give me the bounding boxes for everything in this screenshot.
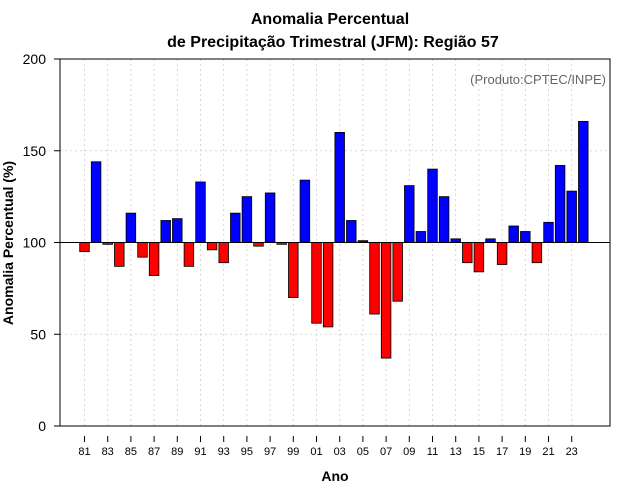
bar-22 (554, 165, 566, 243)
bar-95 (241, 196, 253, 243)
x-tick-label: 81 (78, 446, 90, 458)
bar-03 (334, 131, 345, 243)
x-tick-label: 99 (287, 446, 299, 458)
bar-88 (160, 220, 171, 243)
x-tick-label: 87 (148, 446, 160, 458)
x-tick-label: 91 (194, 446, 206, 458)
x-tick-label: 85 (125, 446, 137, 458)
bar-94 (230, 212, 241, 243)
bar-02 (322, 242, 334, 328)
bar-01 (311, 242, 322, 324)
x-tick-label: 09 (403, 446, 415, 458)
bar-12 (438, 196, 450, 243)
x-tick-label: 95 (241, 446, 253, 458)
bar-97 (264, 192, 276, 243)
bar-96 (253, 242, 264, 247)
bar-19 (520, 231, 531, 243)
x-tick-label: 05 (357, 446, 369, 458)
bar-13 (450, 238, 461, 243)
y-axis-title: Anomalia Percentual (%) (0, 161, 16, 325)
chart-title-line2: de Precipitação Trimestral (JFM): Região… (167, 34, 499, 51)
bar-15 (473, 242, 485, 273)
y-tick-label: 150 (23, 143, 47, 159)
bar-14 (462, 242, 473, 264)
x-axis-title: Ano (321, 468, 348, 484)
credit-text: (Produto:CPTEC/INPE) (470, 72, 606, 87)
bar-21 (543, 221, 554, 243)
bar-93 (218, 242, 229, 264)
x-tick-label: 19 (519, 446, 531, 458)
x-tick-label: 13 (450, 446, 462, 458)
y-tick-label: 200 (23, 51, 47, 67)
bar-82 (90, 161, 102, 243)
bar-24 (578, 120, 589, 243)
x-tick-label: 21 (542, 446, 554, 458)
bar-90 (183, 242, 195, 267)
x-tick-label: 89 (171, 446, 183, 458)
bar-04 (346, 220, 357, 243)
bar-91 (195, 181, 206, 243)
bar-18 (508, 225, 519, 243)
x-tick-label: 01 (310, 446, 322, 458)
y-tick-label: 0 (38, 418, 46, 434)
bar-84 (114, 242, 125, 267)
x-tick-label: 17 (496, 446, 508, 458)
axes: 0 50 100 150 200 81 83 85 87 89 91 93 95 97 99 01 03 05 07… (23, 51, 610, 458)
x-tick-label: 23 (566, 446, 578, 458)
bar-85 (125, 212, 137, 243)
bar-87 (148, 242, 160, 276)
bar-08 (392, 242, 403, 302)
plot-frame (59, 58, 611, 427)
x-tick-label: 11 (427, 446, 438, 458)
bar-81 (79, 242, 90, 253)
bars (79, 120, 589, 359)
bar-09 (404, 185, 415, 243)
bar-89 (172, 218, 183, 243)
bar-92 (206, 242, 218, 251)
y-tick-label: 50 (30, 326, 46, 342)
x-tick-label: 15 (473, 446, 485, 458)
bar-17 (496, 242, 508, 265)
x-tick-label: 97 (264, 446, 276, 458)
bar-86 (137, 242, 148, 258)
x-tick-label: 93 (218, 446, 230, 458)
bar-06 (369, 242, 380, 315)
bar-23 (566, 190, 577, 243)
bar-00 (299, 179, 311, 243)
bar-11 (427, 168, 438, 243)
chart-title-line1: Anomalia Percentual (251, 11, 409, 28)
bar-20 (531, 242, 543, 264)
bar-99 (288, 242, 299, 298)
x-tick-label: 83 (102, 446, 114, 458)
bar-10 (415, 231, 427, 243)
y-tick-label: 100 (23, 235, 47, 251)
bar-16 (485, 238, 496, 243)
x-tick-label: 03 (334, 446, 346, 458)
bar-07 (380, 242, 392, 359)
x-tick-label: 07 (380, 446, 392, 458)
